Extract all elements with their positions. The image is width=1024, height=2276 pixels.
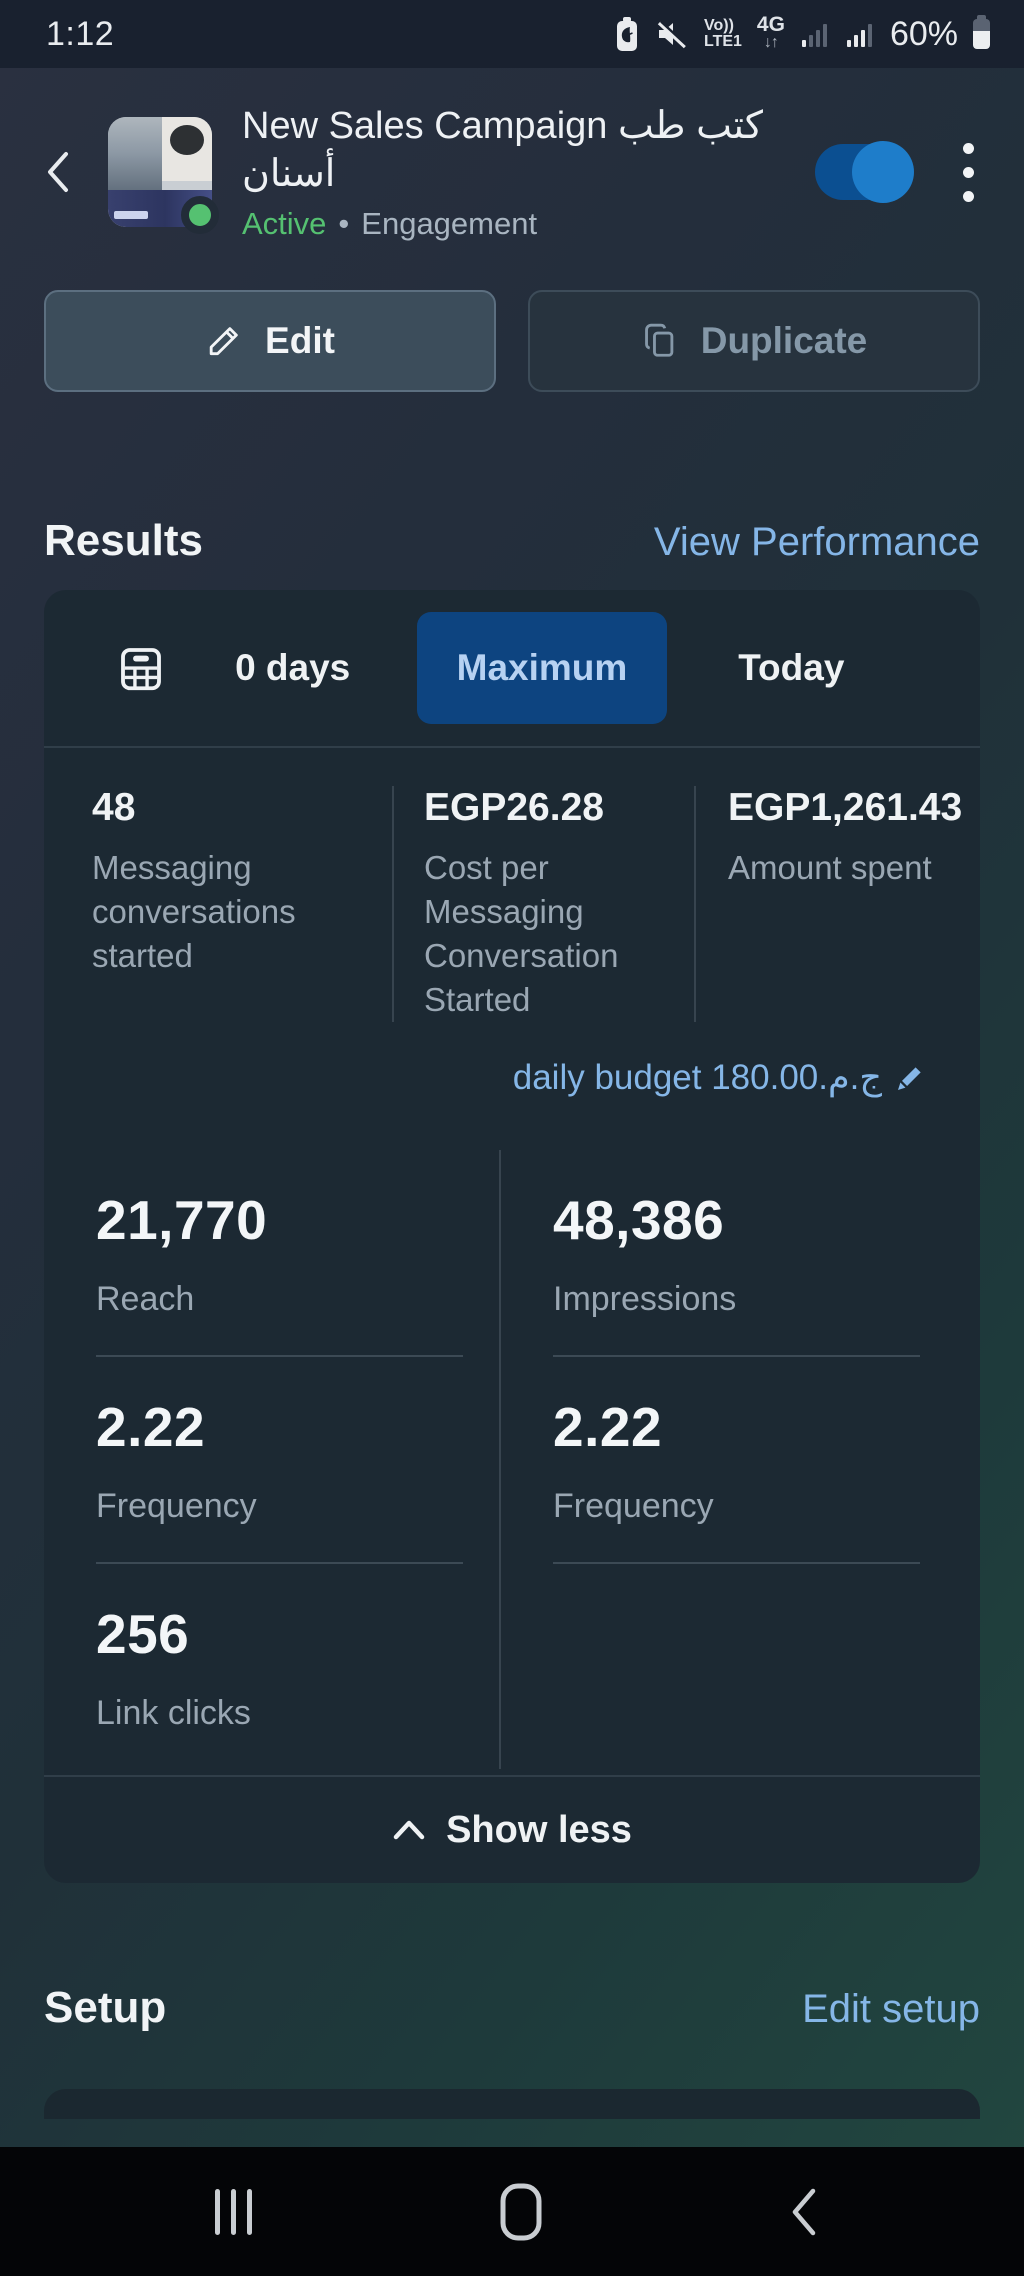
status-badge: Active: [242, 206, 327, 241]
back-chevron-icon: [48, 152, 68, 192]
clock: 1:12: [46, 14, 115, 53]
setup-card-partial: [44, 2089, 980, 2119]
home-icon[interactable]: [499, 2182, 543, 2242]
stat-messaging-conversations: 48 Messaging conversations started: [92, 786, 296, 974]
status-separator: •: [338, 206, 350, 241]
show-less-button[interactable]: Show less: [44, 1777, 980, 1883]
campaign-thumbnail-image: [108, 117, 212, 227]
battery-percentage: 60%: [889, 14, 958, 53]
divider: [392, 786, 394, 1022]
setup-heading: Setup: [44, 1983, 167, 2032]
stat-link-clicks: 256 Link clicks: [96, 1603, 251, 1732]
back-button[interactable]: [44, 148, 82, 196]
stat-frequency-right: 2.22 Frequency: [553, 1357, 920, 1564]
calendar-icon[interactable]: [114, 641, 168, 695]
stat-impressions: 48,386 Impressions: [553, 1150, 920, 1357]
view-performance-link[interactable]: View Performance: [653, 520, 980, 564]
stat-reach: 21,770 Reach: [96, 1150, 463, 1357]
campaign-objective: Engagement: [361, 206, 538, 241]
campaign-thumbnail: [108, 117, 219, 234]
chevron-up-icon: [393, 1820, 425, 1840]
edit-button[interactable]: Edit: [44, 290, 496, 392]
secondary-stats-grid: 21,770 Reach 2.22 Frequency 256 Link cli…: [44, 1150, 980, 1769]
network-4g-icon: 4G ↓↑: [756, 13, 785, 51]
tab-today[interactable]: Today: [738, 647, 845, 688]
campaign-header: New Sales Campaign كتب طب أسنان Active •…: [44, 102, 980, 242]
pencil-icon: [209, 327, 238, 356]
daily-budget-link[interactable]: daily budget 180.00.ج.م: [44, 1058, 980, 1098]
divider: [499, 1150, 501, 1769]
stat-frequency-left: 2.22 Frequency: [96, 1357, 463, 1564]
kebab-menu-icon[interactable]: [957, 137, 980, 208]
stat-amount-spent: EGP1,261.43 Amount spent: [728, 786, 963, 886]
edit-budget-pencil-icon: [898, 1067, 921, 1090]
signal-sim2-icon: [845, 19, 875, 49]
duplicate-button[interactable]: Duplicate: [528, 290, 980, 392]
edit-setup-link[interactable]: Edit setup: [802, 1987, 980, 2031]
duplicate-icon: [644, 323, 674, 357]
daily-budget-text: daily budget 180.00.ج.م: [512, 1058, 882, 1097]
nav-back-icon[interactable]: [789, 2186, 819, 2238]
campaign-active-toggle[interactable]: [815, 141, 914, 203]
campaign-status-row: Active • Engagement: [242, 206, 815, 242]
results-card: 0 days Maximum Today 48 Messaging conver…: [44, 590, 980, 1883]
system-nav-bar: [0, 2147, 1024, 2276]
tab-0-days[interactable]: 0 days: [235, 647, 351, 688]
divider: [44, 746, 980, 748]
divider: [44, 1775, 980, 1777]
toggle-knob: [852, 141, 914, 203]
signal-sim1-icon: [800, 19, 830, 49]
date-range-tabs: 0 days Maximum Today: [44, 590, 980, 746]
stat-cost-per-conversation: EGP26.28 Cost per Messaging Conversation…: [424, 786, 619, 1018]
recents-icon[interactable]: [215, 2188, 252, 2235]
results-heading: Results: [44, 516, 203, 565]
battery-icon: [973, 15, 990, 49]
campaign-title: New Sales Campaign كتب طب أسنان: [242, 105, 763, 195]
status-bar: 1:12 Vo)) LTE1: [0, 0, 1024, 68]
primary-stats-row: 48 Messaging conversations started EGP26…: [44, 748, 980, 1036]
battery-saver-icon: [614, 16, 640, 52]
mute-icon: [655, 17, 689, 51]
volte-icon: Vo)) LTE1: [703, 17, 742, 50]
divider: [694, 786, 696, 1022]
tab-maximum[interactable]: Maximum: [417, 612, 667, 724]
active-status-dot: [181, 196, 219, 234]
